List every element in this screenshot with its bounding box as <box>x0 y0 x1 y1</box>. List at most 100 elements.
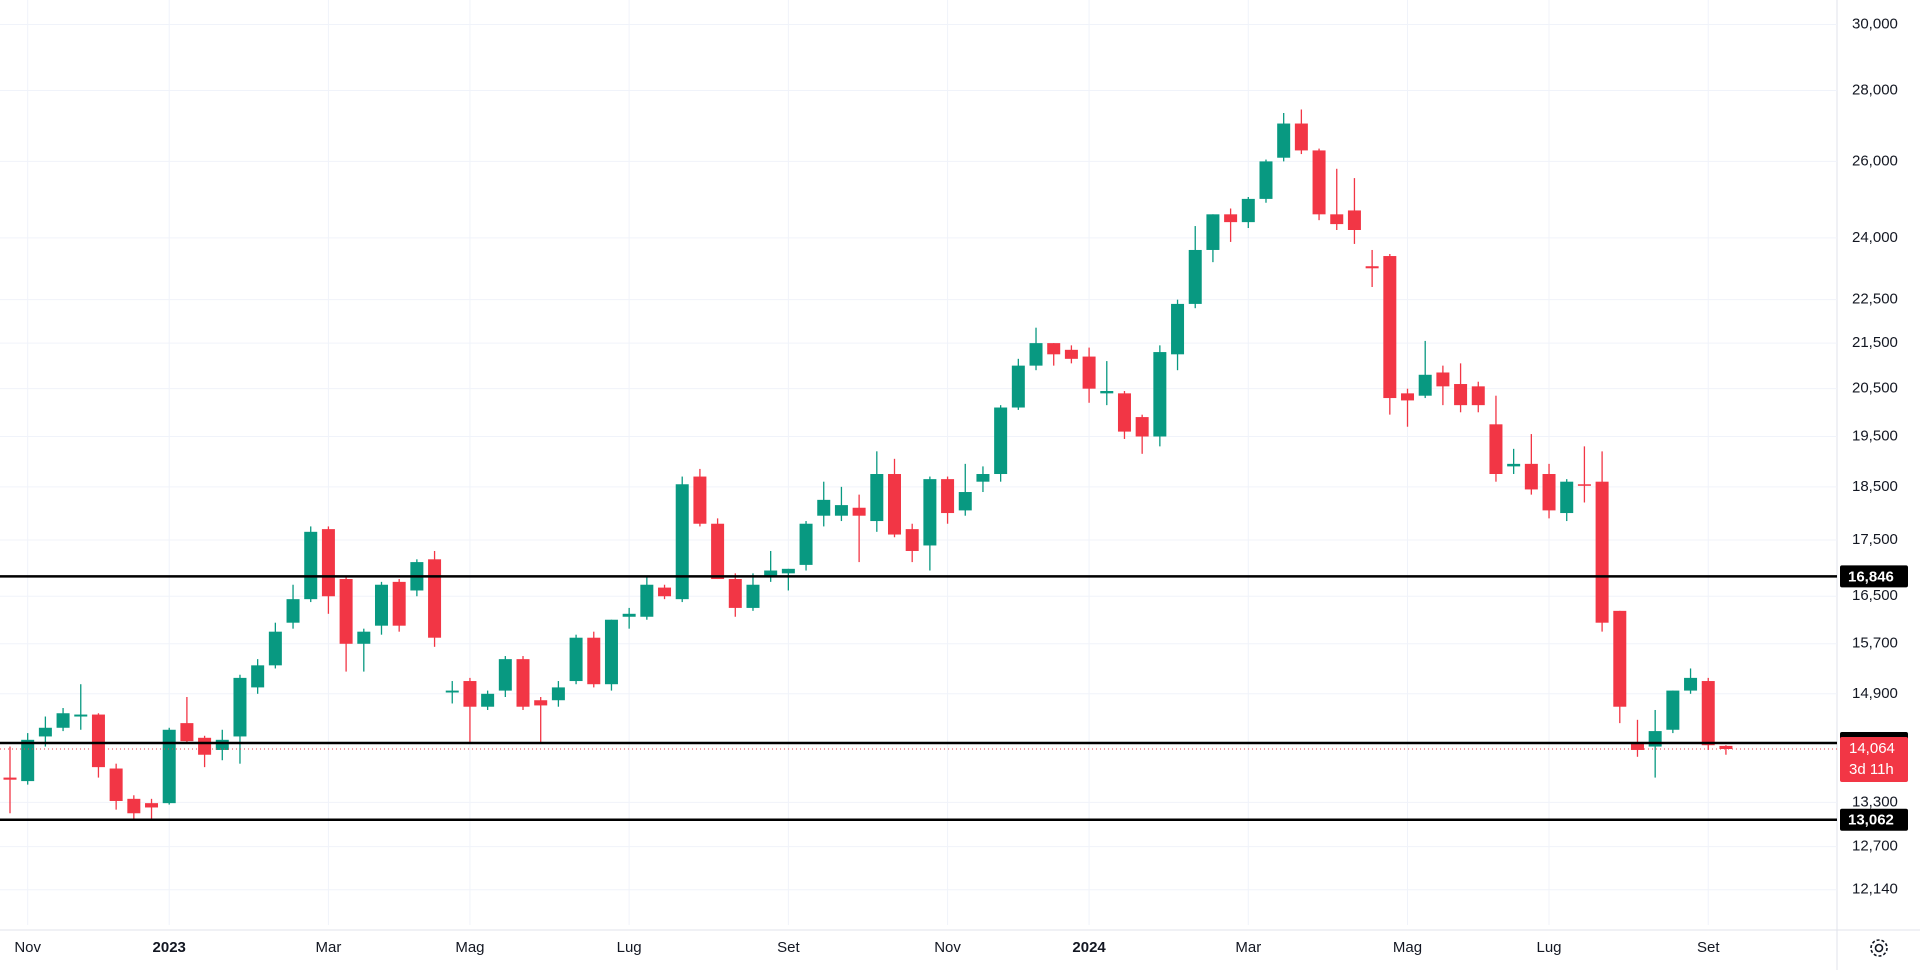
candle-body <box>38 727 52 737</box>
candle-body <box>905 529 919 551</box>
y-tick-label: 18,500 <box>1852 478 1898 495</box>
candle-body <box>870 474 884 522</box>
candle-body <box>428 559 442 638</box>
candle-body <box>233 677 247 737</box>
candle-body <box>1117 393 1131 432</box>
y-tick-label: 26,000 <box>1852 152 1898 169</box>
candle-body <box>1047 343 1061 355</box>
candle-body <box>516 659 530 707</box>
candle-body <box>1613 610 1627 707</box>
candle-body <box>852 507 866 516</box>
candle-body <box>728 579 742 608</box>
candle-body <box>109 768 123 801</box>
x-tick-label: Set <box>777 939 800 956</box>
y-tick-label: 24,000 <box>1852 229 1898 246</box>
y-tick-label: 28,000 <box>1852 81 1898 98</box>
candle-body <box>357 631 371 644</box>
x-tick-label: Nov <box>14 939 41 956</box>
candle-body <box>1719 745 1733 750</box>
candle-body <box>321 529 335 597</box>
candle-body <box>1171 303 1185 355</box>
candle-body <box>799 523 813 565</box>
candle-body <box>746 584 760 608</box>
y-tick-label: 30,000 <box>1852 16 1898 33</box>
candle-body <box>445 690 459 693</box>
candle-body <box>1383 256 1397 399</box>
y-tick-label: 16,500 <box>1852 587 1898 604</box>
y-tick-label: 19,500 <box>1852 427 1898 444</box>
x-tick-label: Lug <box>617 939 642 956</box>
candle-body <box>1365 266 1379 269</box>
candle-body <box>1153 352 1167 437</box>
candle-body <box>604 619 618 685</box>
candle-body <box>958 492 972 511</box>
candle-body <box>711 523 725 580</box>
candle-body <box>463 681 477 707</box>
candle-body <box>1294 123 1308 151</box>
x-tick-label: Mar <box>315 939 341 956</box>
candle-body <box>1666 690 1680 730</box>
candle-body <box>675 484 689 600</box>
x-tick-label: 2023 <box>153 939 186 956</box>
candle-body <box>3 777 17 780</box>
level-label-bg <box>1840 565 1908 588</box>
candle-body <box>215 739 229 750</box>
candle-body <box>162 729 176 804</box>
candle-body <box>1489 424 1503 475</box>
candle-body <box>1524 463 1538 490</box>
candle-body <box>1241 198 1255 223</box>
y-tick-label: 12,140 <box>1852 881 1898 898</box>
candle-body <box>587 637 601 685</box>
last-price-bg <box>1840 737 1908 783</box>
y-tick-label: 12,700 <box>1852 838 1898 855</box>
candle-body <box>286 599 300 623</box>
candle-body <box>1011 365 1025 408</box>
candle-body <box>392 581 406 626</box>
candle-body <box>481 693 495 707</box>
candle-body <box>268 631 282 666</box>
candle-body <box>569 637 583 682</box>
x-tick-label: Mag <box>455 939 484 956</box>
candle-body <box>198 737 212 755</box>
candle-body <box>1542 474 1556 511</box>
level-label-bg <box>1840 808 1908 831</box>
candle-body <box>622 613 636 617</box>
y-tick-label: 17,500 <box>1852 531 1898 548</box>
candle-body <box>994 407 1008 475</box>
candle-body <box>976 474 990 482</box>
candle-body <box>534 700 548 706</box>
candle-body <box>1312 150 1326 215</box>
y-tick-label: 22,500 <box>1852 291 1898 308</box>
candle-body <box>304 531 318 600</box>
candle-body <box>923 479 937 546</box>
candle-body <box>1259 161 1273 199</box>
settings-icon[interactable] <box>1870 939 1888 957</box>
countdown-label: 3d 11h <box>1849 761 1894 778</box>
candle-body <box>1135 417 1149 437</box>
candle-body <box>1436 372 1450 387</box>
candle-body <box>145 803 159 808</box>
candle-body <box>1454 384 1468 406</box>
candle-body <box>91 714 105 768</box>
candle-body <box>1401 393 1415 401</box>
candle-body <box>1188 249 1202 304</box>
candle-body <box>640 584 654 617</box>
candle-body <box>498 659 512 691</box>
candle-body <box>888 474 901 535</box>
candle-body <box>1418 374 1432 396</box>
x-tick-label: Set <box>1697 939 1720 956</box>
y-tick-label: 21,500 <box>1852 334 1898 351</box>
y-tick-label: 14,900 <box>1852 685 1898 702</box>
candle-body <box>834 505 848 516</box>
candles <box>3 109 1733 821</box>
y-tick-label: 20,500 <box>1852 380 1898 397</box>
candle-body <box>74 714 88 717</box>
candle-body <box>1224 214 1238 223</box>
overlays: 30,000 28,000 26,000 24,000 22,500 21,500 20,5… <box>0 16 1908 956</box>
candle-body <box>693 476 707 524</box>
candle-body <box>1029 343 1043 366</box>
candle-body <box>1347 210 1361 231</box>
candle-body <box>817 499 831 516</box>
candle-body <box>1082 356 1096 389</box>
